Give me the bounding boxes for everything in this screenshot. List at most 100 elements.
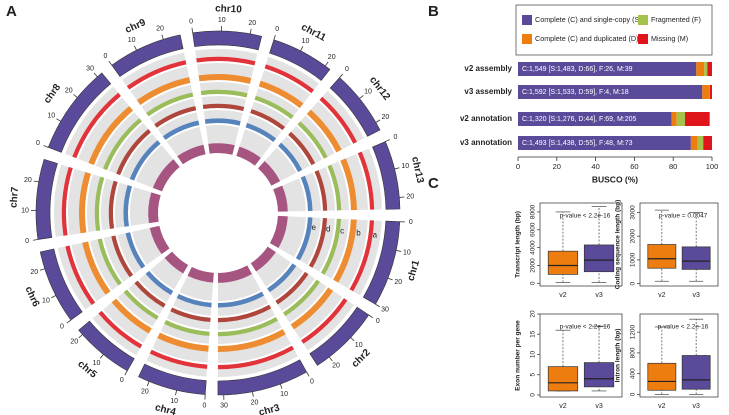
track-background bbox=[245, 114, 282, 142]
x-tick-label: v3 bbox=[692, 292, 700, 299]
legend-swatch bbox=[522, 15, 532, 25]
tick-label: 10 bbox=[93, 360, 101, 367]
tick-mark bbox=[99, 354, 104, 359]
chromosome-ideogram bbox=[35, 158, 58, 240]
x-tick-label: v3 bbox=[595, 292, 603, 299]
track-band bbox=[136, 77, 191, 105]
tick-label: 0 bbox=[189, 19, 193, 26]
tick-mark bbox=[387, 277, 393, 281]
tick-label: 0 bbox=[203, 402, 207, 409]
tick-mark bbox=[273, 34, 276, 40]
tick-label: 0 bbox=[310, 378, 314, 385]
track-label: a bbox=[373, 230, 378, 239]
panel-label: B bbox=[428, 3, 439, 20]
y-tick-label: 0 bbox=[530, 281, 537, 285]
legend-swatch bbox=[638, 15, 648, 25]
track-background bbox=[275, 271, 315, 311]
tick-mark bbox=[368, 314, 374, 319]
tick-mark bbox=[279, 383, 283, 389]
bar-label: C:1,549 [S:1,483, D:66], F:26, M:39 bbox=[522, 66, 633, 73]
tick-label: 0 bbox=[376, 318, 380, 325]
tick-label: 20 bbox=[141, 388, 149, 395]
bar-segment bbox=[518, 112, 672, 126]
y-tick-label: 400 bbox=[630, 368, 637, 379]
box bbox=[583, 362, 615, 388]
box bbox=[647, 244, 677, 269]
tick-label: 10 bbox=[280, 391, 288, 398]
track-band bbox=[149, 225, 170, 255]
track-band bbox=[98, 310, 143, 349]
chromosome-name: chr7 bbox=[8, 186, 21, 208]
x-tick-label: 0 bbox=[516, 162, 520, 171]
tick-mark bbox=[350, 337, 355, 342]
tick-label: 20 bbox=[70, 339, 78, 346]
tick-mark bbox=[33, 180, 39, 183]
track-background bbox=[283, 279, 327, 323]
tick-mark bbox=[32, 239, 38, 241]
chromosome-ideogram bbox=[309, 306, 370, 366]
track-band bbox=[200, 89, 248, 98]
tick-label: 20 bbox=[328, 54, 336, 61]
tick-label: 10 bbox=[403, 250, 411, 257]
track-background bbox=[250, 101, 290, 131]
x-tick-label: 80 bbox=[669, 162, 677, 171]
legend-label: Complete (C) and single-copy (S) bbox=[535, 15, 642, 24]
bar-segment bbox=[696, 62, 705, 76]
tick-label: 30 bbox=[381, 307, 389, 314]
track-band bbox=[123, 289, 159, 320]
chromosome-ideogram bbox=[362, 220, 401, 305]
track-band bbox=[245, 123, 277, 142]
track-label: e bbox=[312, 223, 317, 232]
track-band bbox=[273, 185, 288, 212]
tick-label: 10 bbox=[302, 38, 310, 45]
tick-mark bbox=[339, 73, 344, 78]
tick-label: 20 bbox=[381, 114, 389, 121]
tick-mark bbox=[133, 45, 137, 51]
x-tick-label: v2 bbox=[559, 403, 567, 410]
legend-swatch bbox=[638, 34, 648, 44]
tick-label: 0 bbox=[36, 140, 40, 147]
track-band bbox=[196, 56, 256, 66]
x-tick-label: 20 bbox=[553, 162, 561, 171]
x-tick-label: v3 bbox=[692, 403, 700, 410]
bar-segment bbox=[671, 112, 677, 126]
tick-label: 0 bbox=[394, 134, 398, 141]
chromosome-ideogram bbox=[138, 363, 207, 395]
track-band bbox=[162, 120, 200, 140]
y-axis-label: Exon number per gene bbox=[515, 320, 522, 391]
panel-label: C bbox=[428, 175, 439, 192]
tick-mark bbox=[66, 319, 72, 324]
y-tick-label: 6000 bbox=[530, 222, 537, 237]
tick-mark bbox=[306, 371, 310, 377]
tick-label: 20 bbox=[251, 399, 259, 406]
tick-mark bbox=[78, 334, 83, 339]
y-tick-label: 5 bbox=[530, 373, 537, 377]
y-tick-label: 20 bbox=[530, 310, 537, 318]
track-background bbox=[103, 298, 152, 344]
track-band bbox=[295, 217, 313, 261]
bar-label: C:1,592 [S:1,533, D:59], F:4, M:18 bbox=[522, 89, 629, 96]
track-band bbox=[154, 106, 197, 128]
track-band bbox=[258, 80, 304, 109]
chromosome-name: chr1 bbox=[406, 259, 423, 283]
x-tick-label: v2 bbox=[559, 292, 567, 299]
tick-mark bbox=[249, 28, 252, 34]
track-band bbox=[283, 279, 321, 317]
tick-label: 10 bbox=[364, 88, 372, 95]
track-background bbox=[319, 90, 364, 144]
tick-mark bbox=[252, 391, 254, 397]
plot-frame bbox=[539, 313, 623, 398]
bar-segment bbox=[697, 136, 704, 150]
tick-label: 0 bbox=[120, 377, 124, 384]
track-band bbox=[116, 128, 151, 176]
annotation: p-value = 0.0047 bbox=[659, 213, 708, 220]
chromosome-ideogram bbox=[217, 359, 308, 396]
track-band bbox=[129, 140, 161, 181]
chromosome-name: chr9 bbox=[124, 17, 148, 36]
tick-label: 0 bbox=[25, 238, 29, 245]
tick-label: 0 bbox=[345, 66, 349, 73]
tick-mark bbox=[375, 303, 381, 308]
track-background bbox=[128, 280, 166, 315]
tick-label: 20 bbox=[156, 26, 164, 33]
chromosome-ideogram bbox=[329, 77, 381, 137]
